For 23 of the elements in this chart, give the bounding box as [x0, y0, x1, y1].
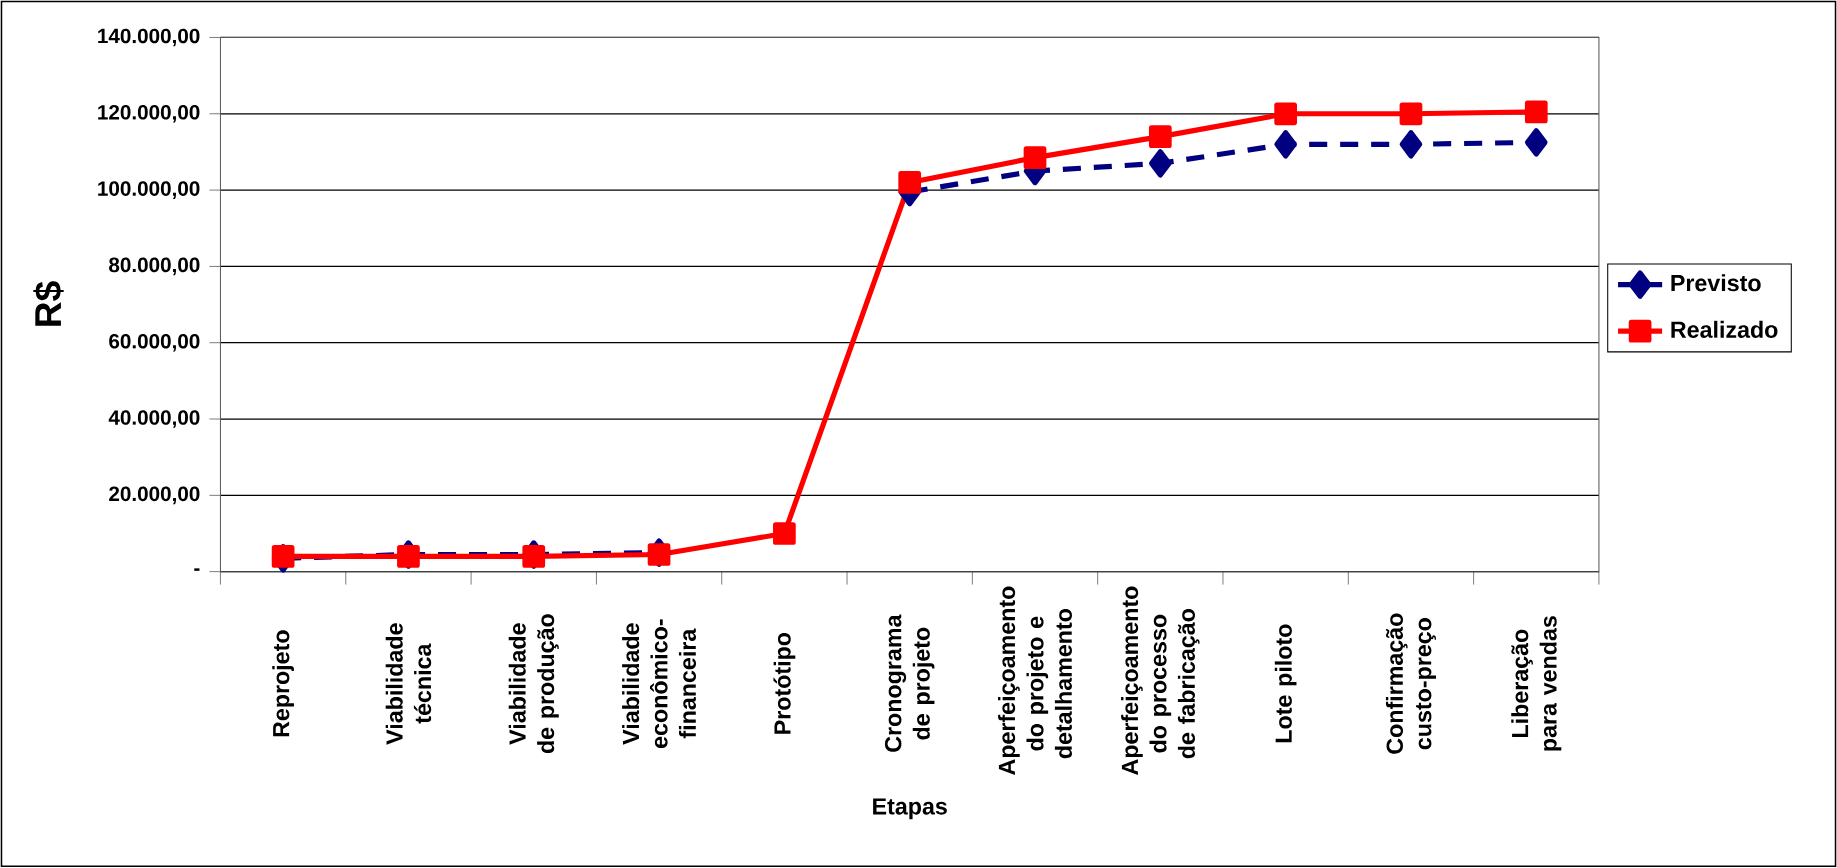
x-tick-label: Viabilidade técnica: [385, 623, 432, 745]
y-tick-label: 100.000,00: [98, 181, 200, 200]
x-tick-label: Confirmação custo-preço: [1385, 613, 1436, 754]
x-tick-label: Liberação para vendas: [1511, 616, 1562, 751]
x-tick-label: Cronograma de projeto: [884, 614, 935, 752]
x-tick-label: Protótipo: [773, 633, 796, 734]
y-tick-label: 140.000,00: [98, 28, 200, 47]
x-tick-label: Viabilidade de produção: [508, 614, 559, 754]
y-tick-label: -: [194, 568, 200, 571]
x-axis-title: Etapas: [873, 798, 947, 820]
y-tick-label: 60.000,00: [109, 334, 200, 352]
y-tick-label: 80.000,00: [109, 257, 200, 276]
y-tick-label: 20.000,00: [109, 486, 200, 505]
y-axis-title: R$: [33, 281, 64, 326]
legend-label: Realizado: [1671, 320, 1778, 339]
x-tick-label: Reprojeto: [272, 630, 294, 737]
y-tick-label: 40.000,00: [108, 410, 200, 428]
legend-label: Previsto: [1671, 274, 1761, 292]
x-tick-label: Lote piloto: [1274, 624, 1297, 743]
x-tick-label: Viabilidade econômico-financeira: [622, 619, 697, 749]
y-tick-label: 120.000,00: [98, 105, 200, 123]
x-tick-label: Aperfeiçoamento do projeto e detalhamento: [998, 586, 1072, 776]
x-tick-label: Aperfeiçoamento do processo de fabricação: [1121, 586, 1200, 776]
